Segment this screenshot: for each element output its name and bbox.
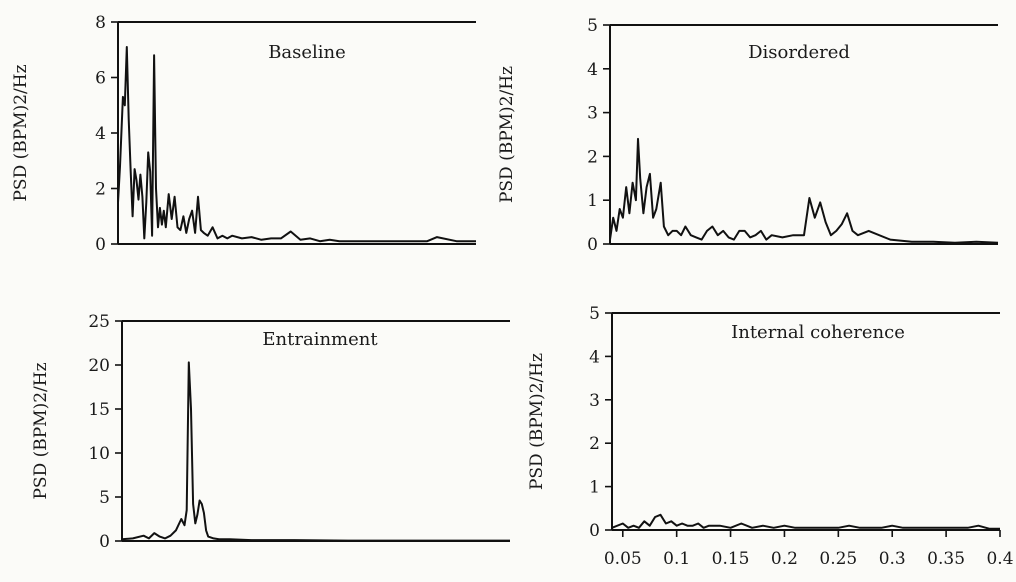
y-tick-label: 3 <box>587 104 598 124</box>
y-tick-label: 2 <box>587 147 598 167</box>
y-tick-label: 10 <box>88 444 110 464</box>
x-tick-label: 0.4 <box>986 549 1013 569</box>
x-tick-label: 0.35 <box>927 549 965 569</box>
y-tick-label: 4 <box>95 124 106 144</box>
panel-title: Baseline <box>268 42 346 63</box>
y-axis-label: PSD (BPM)2/Hz <box>11 64 31 201</box>
chart-panel-4: 0 1 2 3 4 5 0.05 0.1 0.15 0.2 0.25 0.3 0.35 0.4 Intern… <box>527 304 1014 569</box>
y-tick-label: 5 <box>587 16 598 36</box>
x-tick-label: 0.2 <box>771 549 798 569</box>
y-tick-label: 0 <box>95 235 106 255</box>
y-axis-label: PSD (BPM)2/Hz <box>31 362 51 499</box>
y-tick-label: 1 <box>587 191 598 211</box>
y-tick-label: 5 <box>589 304 600 324</box>
chart-panel-1: 0 2 4 6 8 Baseline PSD (BPM)2/Hz <box>11 13 476 255</box>
y-tick-label: 0 <box>99 532 110 552</box>
y-tick-label: 0 <box>589 521 600 541</box>
panel-title: Internal coherence <box>731 322 905 343</box>
y-tick-label: 0 <box>587 235 598 255</box>
y-tick-label: 2 <box>95 180 106 200</box>
x-tick-label: 0.3 <box>879 549 906 569</box>
psd-series-line <box>609 137 999 244</box>
psd-series-line <box>121 361 510 542</box>
psd-series-line <box>117 46 476 243</box>
chart-panel-2: 0 1 2 3 4 5 Disordered PSD (BPM)2/Hz <box>497 16 999 255</box>
y-tick-label: 6 <box>95 69 106 89</box>
x-tick-label: 0.05 <box>604 549 642 569</box>
y-axis-label: PSD (BPM)2/Hz <box>497 66 517 203</box>
x-tick-label: 0.15 <box>712 549 750 569</box>
x-tick-label: 0.1 <box>663 549 690 569</box>
panel-title: Entrainment <box>262 329 378 350</box>
y-tick-label: 4 <box>587 60 598 80</box>
x-tick-label: 0.25 <box>819 549 857 569</box>
y-axis-label: PSD (BPM)2/Hz <box>527 353 547 490</box>
y-tick-label: 4 <box>589 347 600 367</box>
y-tick-label: 1 <box>589 478 600 498</box>
y-tick-label: 2 <box>589 434 600 454</box>
y-tick-label: 8 <box>95 13 106 33</box>
chart-panel-3: 0 5 10 15 20 25 Entrainment PSD (BPM)2/Hz <box>31 312 510 552</box>
y-tick-label: 20 <box>88 356 110 376</box>
psd-series-line <box>611 513 1000 530</box>
panel-title: Disordered <box>748 42 850 63</box>
y-tick-label: 25 <box>88 312 110 332</box>
y-tick-label: 15 <box>88 400 110 420</box>
y-tick-label: 5 <box>99 488 110 508</box>
y-tick-label: 3 <box>589 391 600 411</box>
